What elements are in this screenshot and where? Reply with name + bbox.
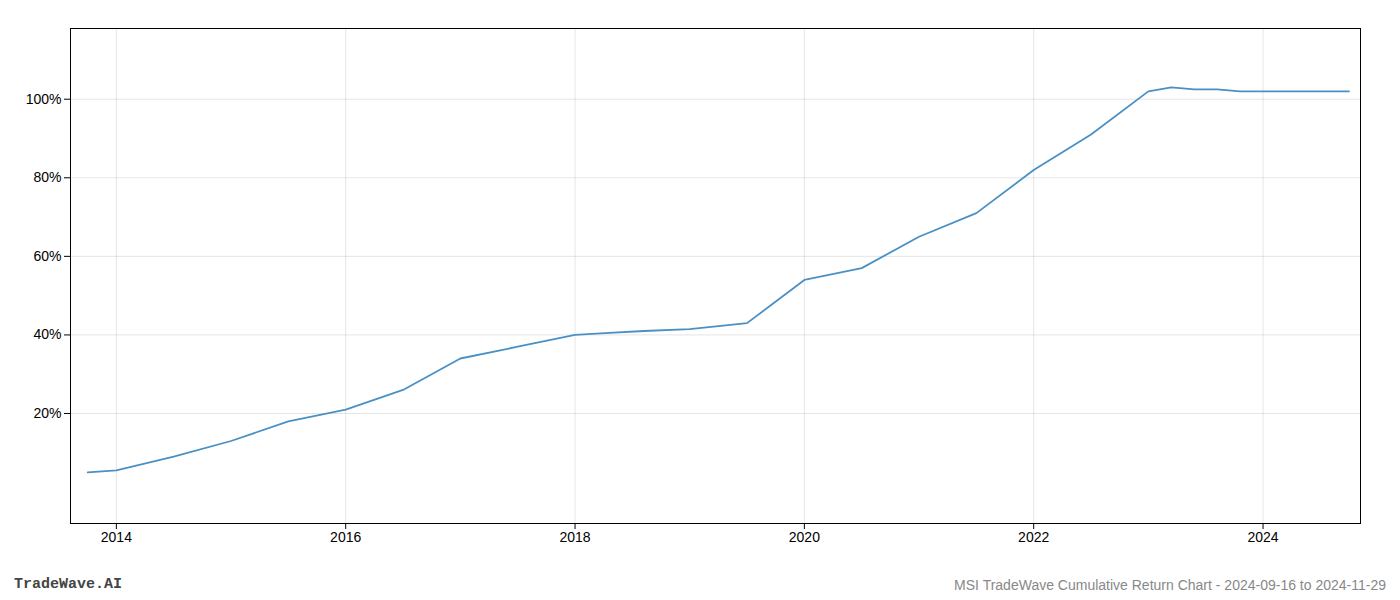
svg-text:2022: 2022 — [1018, 529, 1049, 545]
svg-text:20%: 20% — [33, 405, 61, 421]
svg-text:2016: 2016 — [330, 529, 361, 545]
svg-text:80%: 80% — [33, 169, 61, 185]
svg-text:40%: 40% — [33, 326, 61, 342]
html-text:TradeWave.AI: TradeWave.AI — [14, 576, 122, 593]
svg-text:100%: 100% — [26, 91, 62, 107]
svg-text:2014: 2014 — [101, 529, 132, 545]
svg-text:60%: 60% — [33, 248, 61, 264]
svg-text:2024: 2024 — [1247, 529, 1278, 545]
svg-text:2020: 2020 — [789, 529, 820, 545]
html-text:MSI TradeWave Cumulative Retur: MSI TradeWave Cumulative Return Chart - … — [954, 577, 1386, 593]
svg-text:2018: 2018 — [559, 529, 590, 545]
